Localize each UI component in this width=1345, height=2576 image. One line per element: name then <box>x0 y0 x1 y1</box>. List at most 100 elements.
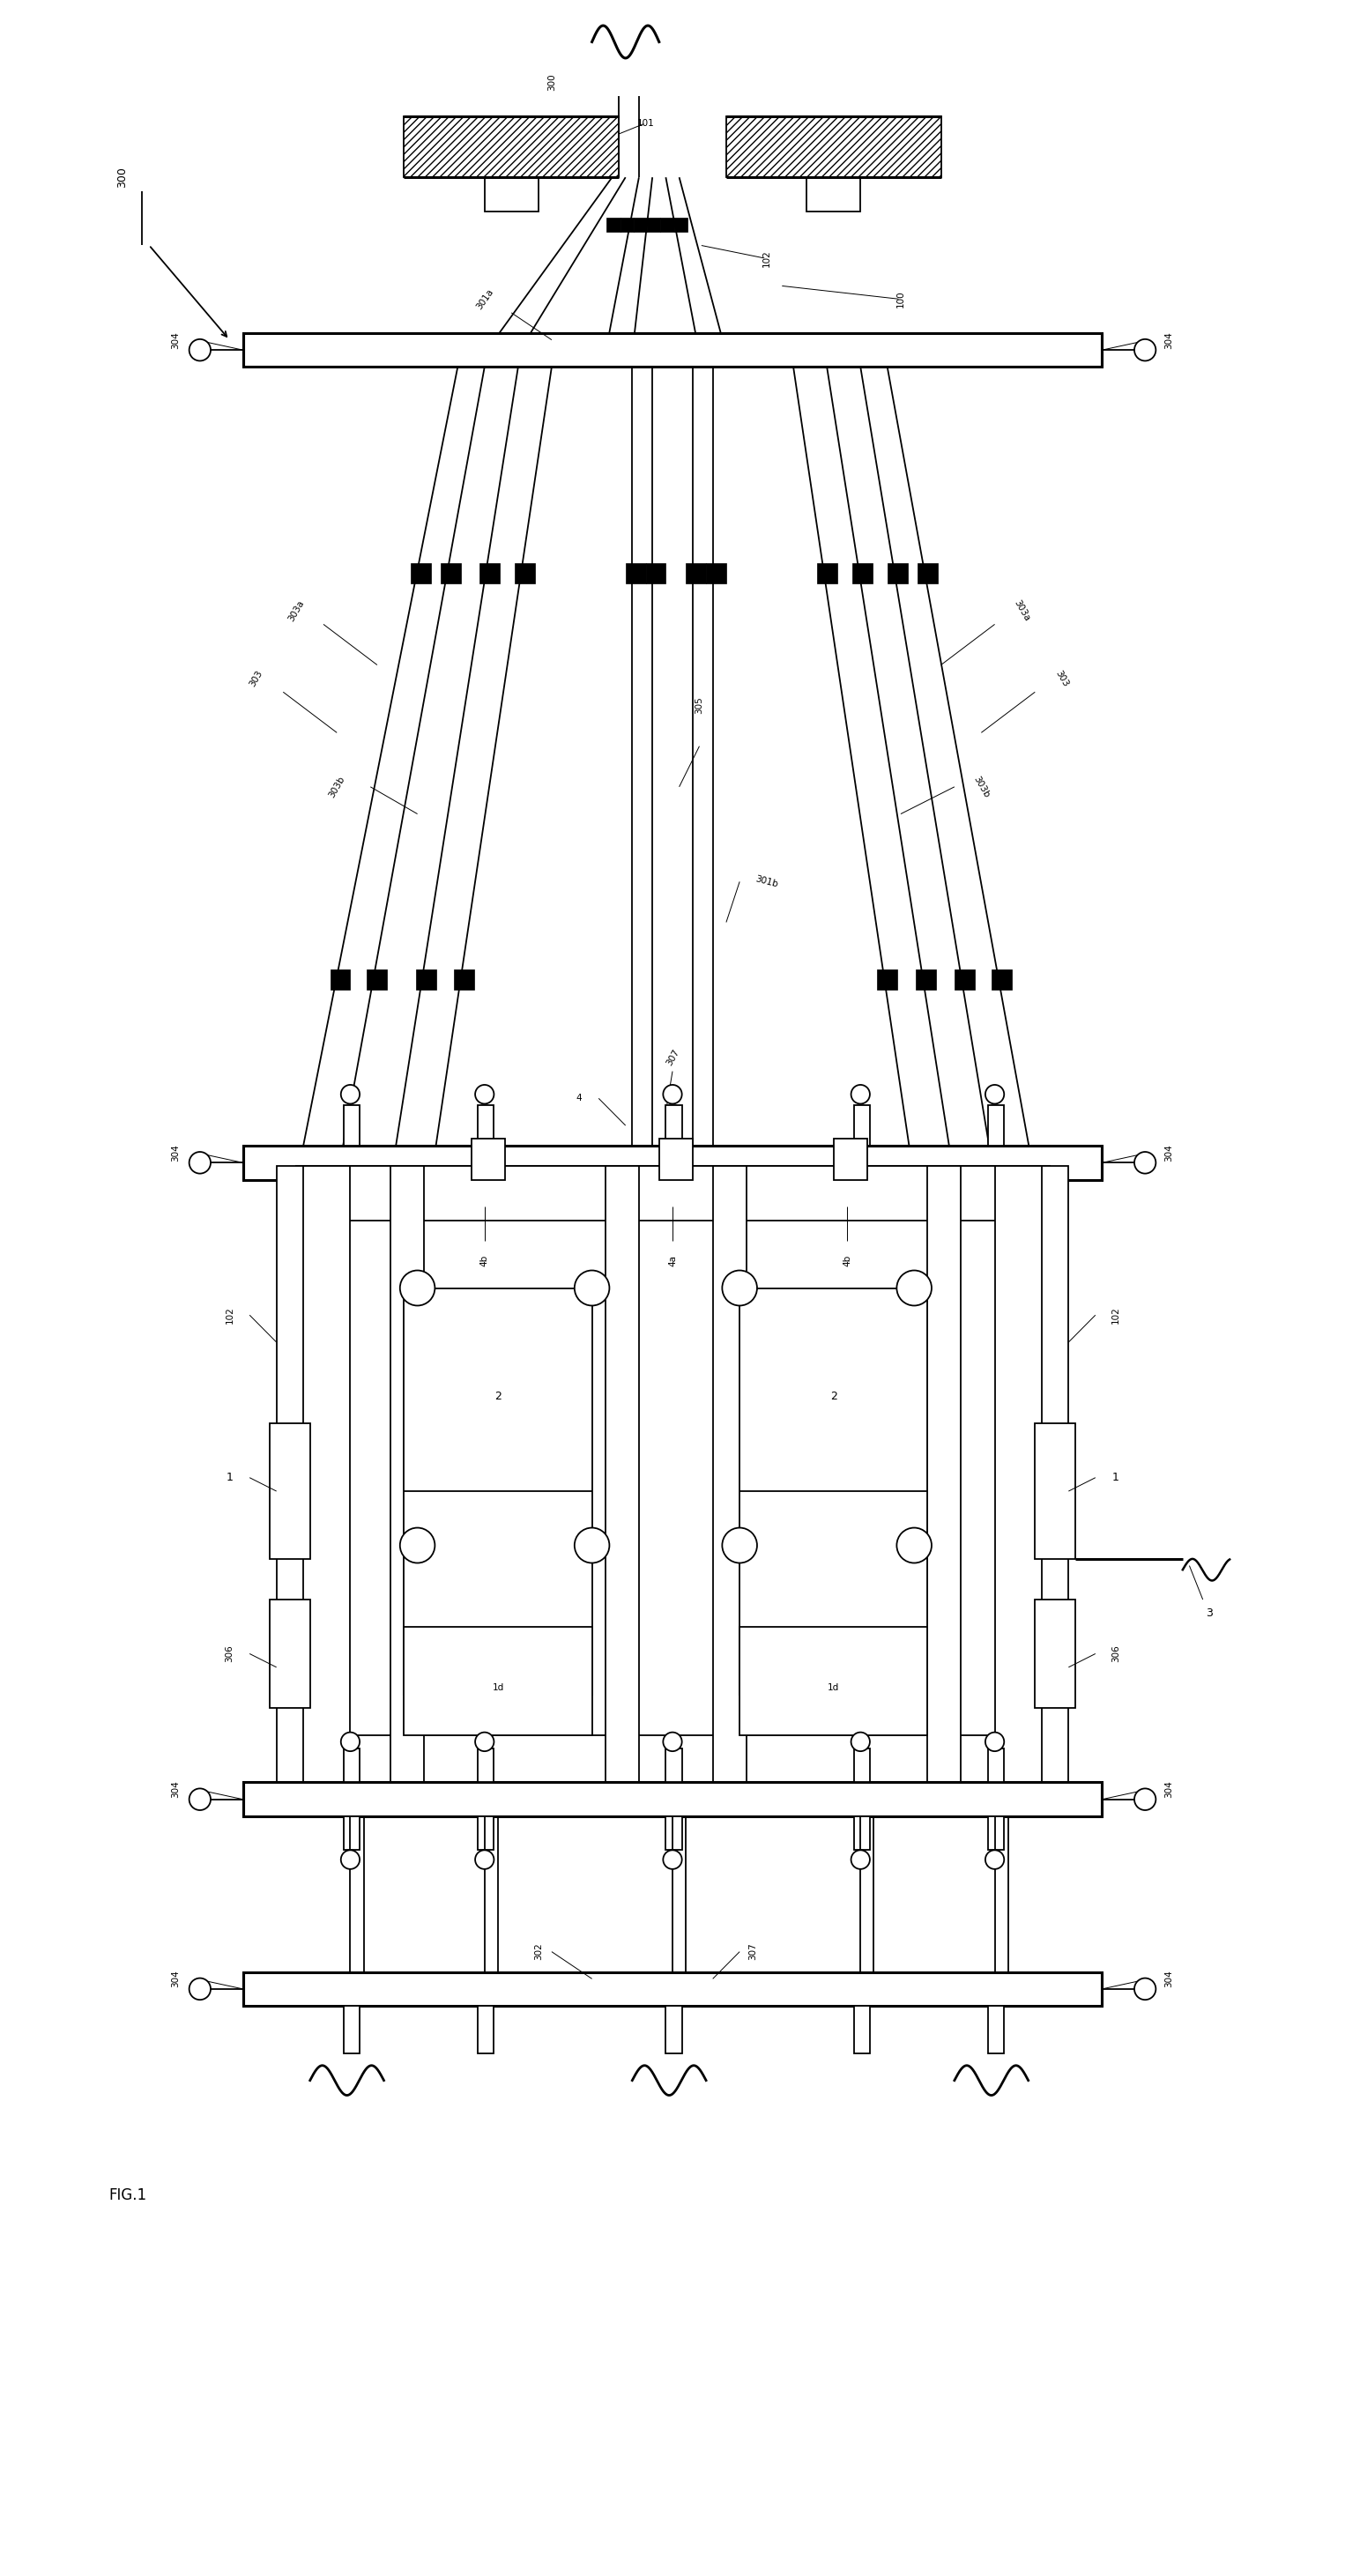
Bar <box>477 2007 494 2053</box>
Bar <box>995 1167 1048 1790</box>
Bar <box>816 564 837 585</box>
Circle shape <box>1134 1151 1155 1175</box>
Bar <box>277 1167 304 1790</box>
Text: 304: 304 <box>171 1971 180 1989</box>
Text: 100: 100 <box>896 291 905 309</box>
Bar <box>854 1749 870 1783</box>
Bar <box>270 1425 309 1558</box>
Bar <box>955 969 975 989</box>
Bar <box>854 1816 870 1850</box>
Circle shape <box>722 1270 757 1306</box>
Bar <box>1036 1600 1075 1708</box>
Bar <box>633 219 647 232</box>
Text: 4a: 4a <box>668 1255 677 1267</box>
Circle shape <box>475 1731 494 1752</box>
Text: 1d: 1d <box>827 1682 839 1692</box>
Text: 102: 102 <box>763 250 771 268</box>
Bar <box>404 116 619 178</box>
Circle shape <box>340 1850 359 1870</box>
Bar <box>620 219 633 232</box>
Circle shape <box>986 1084 1005 1103</box>
Bar <box>674 219 687 232</box>
Bar <box>480 564 499 585</box>
Text: 303b: 303b <box>971 775 991 799</box>
Bar <box>1036 1425 1075 1558</box>
Bar <box>916 969 936 989</box>
Text: 304: 304 <box>1165 332 1174 348</box>
Bar <box>706 564 726 585</box>
Bar <box>455 969 475 989</box>
Bar <box>834 1139 868 1180</box>
Circle shape <box>190 1151 211 1175</box>
Bar <box>343 1816 359 1850</box>
Text: 304: 304 <box>1165 1144 1174 1162</box>
Bar <box>660 219 674 232</box>
Bar <box>297 1167 1048 1221</box>
Bar <box>605 1167 639 1790</box>
Bar <box>484 178 538 211</box>
Text: 304: 304 <box>171 332 180 348</box>
Circle shape <box>897 1270 932 1306</box>
Circle shape <box>722 1528 757 1564</box>
Text: 302: 302 <box>534 1942 542 1960</box>
Text: 3: 3 <box>1206 1607 1213 1618</box>
Bar <box>330 969 350 989</box>
Text: 300: 300 <box>547 75 555 90</box>
Text: 303: 303 <box>1053 670 1071 688</box>
Bar <box>666 2007 682 2053</box>
Text: 1d: 1d <box>492 1682 504 1692</box>
Circle shape <box>663 1084 682 1103</box>
Bar <box>991 969 1011 989</box>
Bar <box>390 1167 424 1790</box>
Text: 101: 101 <box>638 118 655 129</box>
Bar <box>441 564 461 585</box>
Bar <box>646 564 666 585</box>
Bar <box>477 1749 494 1783</box>
Bar <box>515 564 535 585</box>
Bar <box>807 178 861 211</box>
Circle shape <box>1134 1978 1155 1999</box>
Bar <box>297 1167 350 1790</box>
Bar <box>854 2007 870 2053</box>
Bar <box>477 1105 494 1146</box>
Text: 2: 2 <box>495 1391 502 1401</box>
Bar <box>607 219 620 232</box>
Text: 301a: 301a <box>475 289 495 312</box>
Text: 4b: 4b <box>842 1255 851 1267</box>
Text: 304: 304 <box>171 1144 180 1162</box>
Text: 306: 306 <box>1111 1646 1120 1662</box>
Text: 4: 4 <box>576 1095 581 1103</box>
Text: 1: 1 <box>1112 1471 1119 1484</box>
Circle shape <box>475 1850 494 1870</box>
Bar <box>243 1783 1102 1816</box>
Bar <box>686 564 706 585</box>
Circle shape <box>190 1978 211 1999</box>
Circle shape <box>399 1528 434 1564</box>
Text: 305: 305 <box>695 698 703 714</box>
Bar <box>404 1625 592 1736</box>
Text: 303: 303 <box>247 670 265 688</box>
Text: 304: 304 <box>1165 1780 1174 1798</box>
Text: 306: 306 <box>225 1646 234 1662</box>
Text: 304: 304 <box>171 1780 180 1798</box>
Circle shape <box>663 1850 682 1870</box>
Bar <box>853 564 872 585</box>
Bar <box>343 1105 359 1146</box>
Circle shape <box>475 1084 494 1103</box>
Bar <box>928 1167 962 1790</box>
Bar <box>659 1139 693 1180</box>
Bar <box>243 1973 1102 2007</box>
Circle shape <box>1134 340 1155 361</box>
Bar <box>343 1749 359 1783</box>
Bar <box>740 1288 928 1695</box>
Text: 102: 102 <box>1111 1306 1120 1324</box>
Bar <box>989 2007 1005 2053</box>
Text: 303a: 303a <box>286 598 307 623</box>
Bar <box>713 1167 746 1790</box>
Text: 2: 2 <box>830 1391 837 1401</box>
Bar <box>410 564 430 585</box>
Text: FIG.1: FIG.1 <box>109 2187 147 2202</box>
Text: 307: 307 <box>749 1942 757 1960</box>
Bar <box>343 2007 359 2053</box>
Circle shape <box>190 1788 211 1811</box>
